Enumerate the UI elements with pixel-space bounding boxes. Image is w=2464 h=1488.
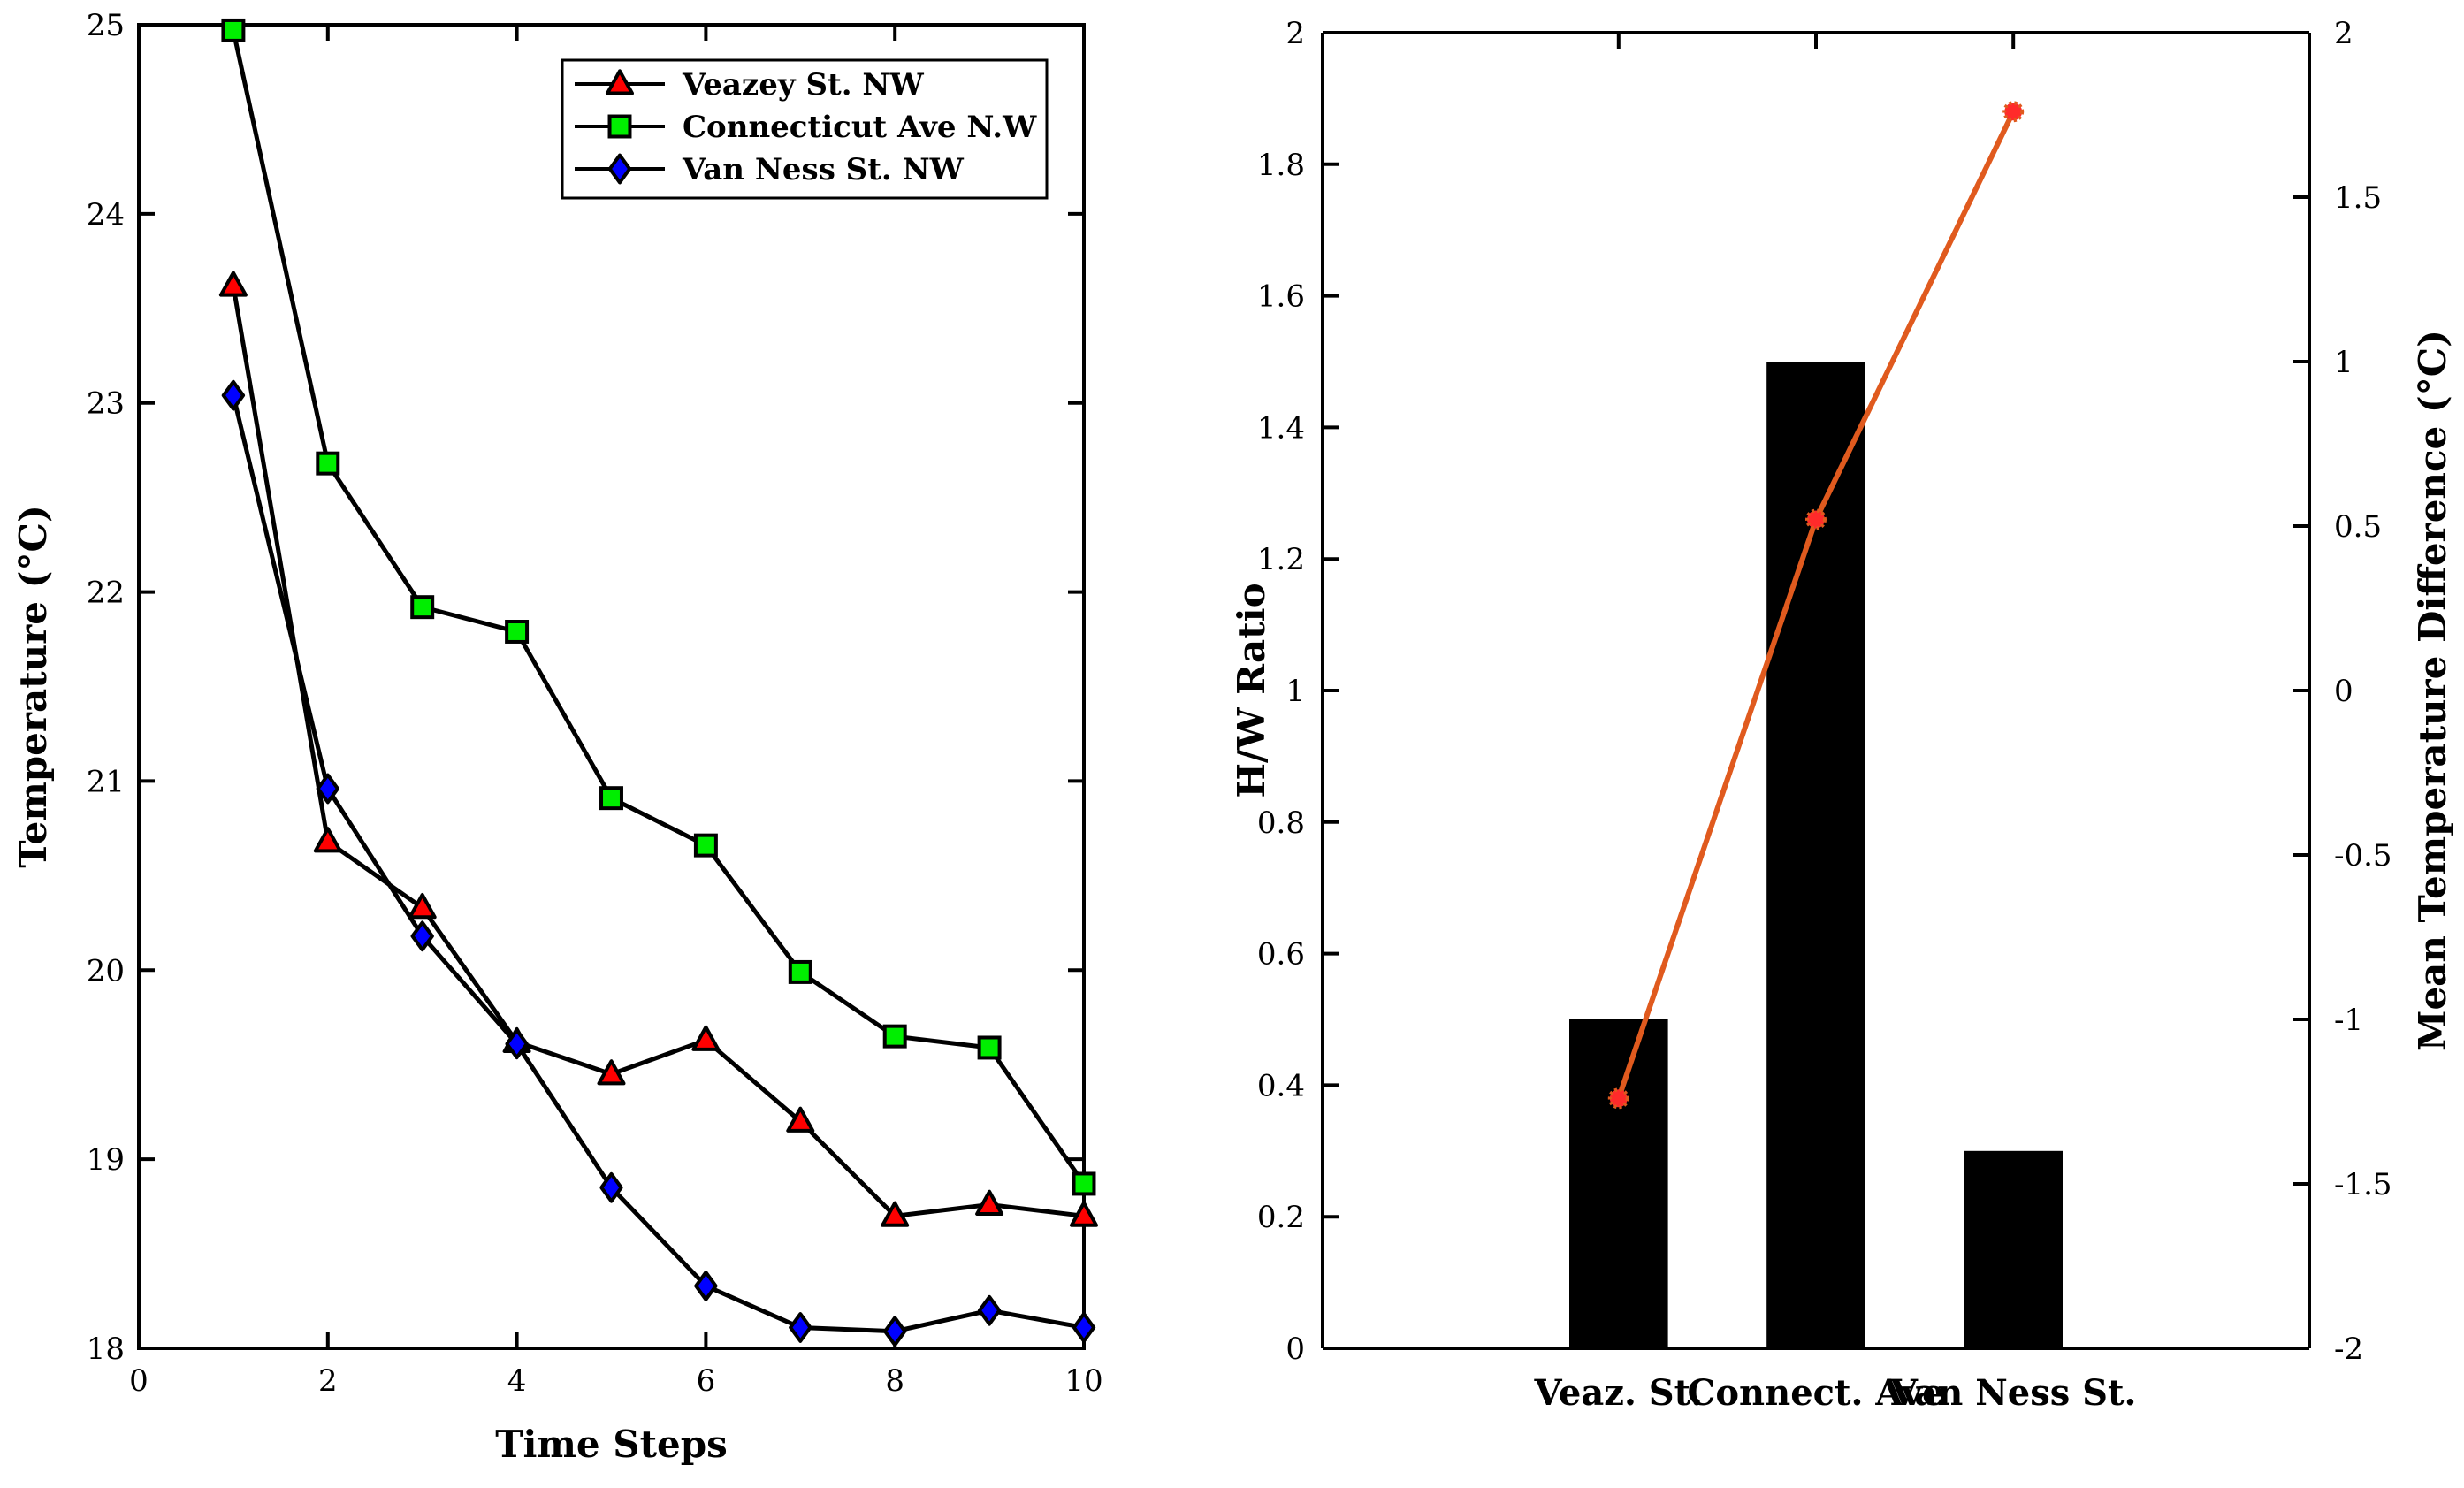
hw-ratio-bar-chart: 0 0.2 0.4 0.6 0.8 1 1.2 1.4 1.6 1.8 2 -2 -1.5 -1 -0.5 0…	[1230, 16, 2454, 1414]
y-tick-label: 18	[87, 1332, 125, 1367]
y2-tick-label: -1.5	[2334, 1167, 2392, 1202]
category-label: Van Ness St.	[1889, 1372, 2137, 1414]
data-point	[882, 1024, 907, 1049]
series-veazey-st-nw	[218, 271, 1098, 1227]
data-point	[597, 1059, 626, 1086]
y-tick-label: 2	[1285, 16, 1305, 51]
y-tick-label: 1.8	[1257, 148, 1305, 183]
y-axis-label: Temperature (°C)	[11, 505, 55, 868]
data-point	[599, 786, 623, 811]
data-point	[1072, 1171, 1096, 1196]
series-line	[231, 394, 1085, 1334]
legend-label: Veazey St. NW	[682, 67, 924, 103]
data-point	[786, 1106, 815, 1133]
x-tick-label: 8	[885, 1363, 904, 1399]
y-tick-label: 25	[87, 8, 125, 43]
legend-label: Connecticut Ave N.W	[683, 110, 1037, 145]
bar	[1766, 362, 1865, 1348]
data-point	[599, 1171, 623, 1203]
legend-label: Van Ness St. NW	[682, 152, 965, 187]
line-point	[1607, 1087, 1629, 1110]
y-tick-label: 24	[87, 197, 125, 233]
data-point	[789, 1312, 812, 1343]
y-tick-label: 0.6	[1257, 937, 1305, 973]
series-van-ness-st-nw	[221, 379, 1096, 1347]
data-point	[693, 833, 718, 858]
data-point	[691, 1025, 721, 1051]
y-tick-label: 21	[87, 764, 125, 799]
y2-tick-label: 1.5	[2334, 180, 2382, 216]
data-point	[316, 451, 340, 476]
series-line	[231, 285, 1085, 1218]
y2-tick-label: 2	[2334, 16, 2353, 51]
y-tick-label: 1.2	[1257, 542, 1305, 577]
y-tick-label: 19	[87, 1142, 125, 1178]
x-tick-label: 2	[318, 1363, 338, 1399]
y-tick-label: 0.8	[1257, 805, 1305, 841]
data-point	[505, 1028, 529, 1060]
legend-marker-diamond	[607, 153, 632, 185]
x-tick-label: 6	[697, 1363, 716, 1399]
category-label: Connect. Ave	[1688, 1372, 1945, 1414]
data-point	[221, 18, 246, 42]
data-point	[410, 595, 435, 620]
legend-marker-triangle	[606, 69, 634, 95]
line-point	[2002, 101, 2025, 123]
data-point	[221, 379, 246, 411]
data-point	[408, 893, 437, 920]
data-point	[410, 920, 434, 952]
y-tick-label: 20	[87, 953, 125, 988]
x-tick-label: 4	[507, 1363, 527, 1399]
data-point	[977, 1294, 1002, 1326]
x-tick-label: 10	[1064, 1363, 1102, 1399]
data-point	[975, 1189, 1004, 1216]
y-tick-label: 0.4	[1257, 1068, 1305, 1103]
y2-axis-label: Mean Temperature Difference (°C)	[2411, 330, 2454, 1051]
bar	[1569, 1019, 1668, 1348]
category-label: Veaz. St.	[1534, 1372, 1704, 1414]
y2-tick-label: 0.5	[2334, 509, 2382, 545]
legend: Veazey St. NW Connecticut Ave N.W Van Ness…	[561, 58, 1049, 200]
legend-box	[561, 58, 1049, 200]
line-point	[1805, 508, 1827, 530]
data-point	[316, 773, 339, 805]
data-point	[218, 271, 248, 297]
data-point	[881, 1201, 910, 1227]
data-point	[883, 1316, 907, 1347]
series-connecticut-ave-n-w	[221, 18, 1096, 1196]
x-tick-label: 0	[129, 1363, 149, 1399]
series-line	[231, 29, 1087, 1186]
y-tick-label: 0.2	[1257, 1200, 1305, 1235]
legend-marker-square	[607, 114, 632, 139]
y2-tick-label: 1	[2334, 345, 2353, 380]
data-point	[1070, 1201, 1098, 1227]
plot-frame	[137, 23, 1086, 1350]
data-point	[788, 959, 812, 984]
y2-tick-label: -2	[2334, 1332, 2363, 1367]
y-tick-label: 0	[1285, 1332, 1305, 1367]
y-tick-label: 1.6	[1257, 279, 1305, 315]
data-point	[1072, 1312, 1096, 1343]
data-point	[505, 620, 530, 644]
bar	[1964, 1150, 2063, 1348]
y2-tick-label: -1	[2334, 1003, 2363, 1038]
y-tick-label: 23	[87, 386, 125, 422]
data-point	[694, 1271, 718, 1301]
y2-tick-label: 0	[2334, 674, 2353, 709]
y-axis-label: H/W Ratio	[1230, 583, 1273, 797]
data-point	[313, 827, 342, 853]
y2-tick-label: -0.5	[2334, 838, 2392, 874]
data-point	[977, 1035, 1002, 1060]
y-tick-label: 1.4	[1257, 410, 1305, 446]
x-axis-label: Time Steps	[495, 1423, 727, 1466]
y-tick-label: 22	[87, 576, 125, 611]
y-tick-label: 1	[1285, 674, 1305, 709]
